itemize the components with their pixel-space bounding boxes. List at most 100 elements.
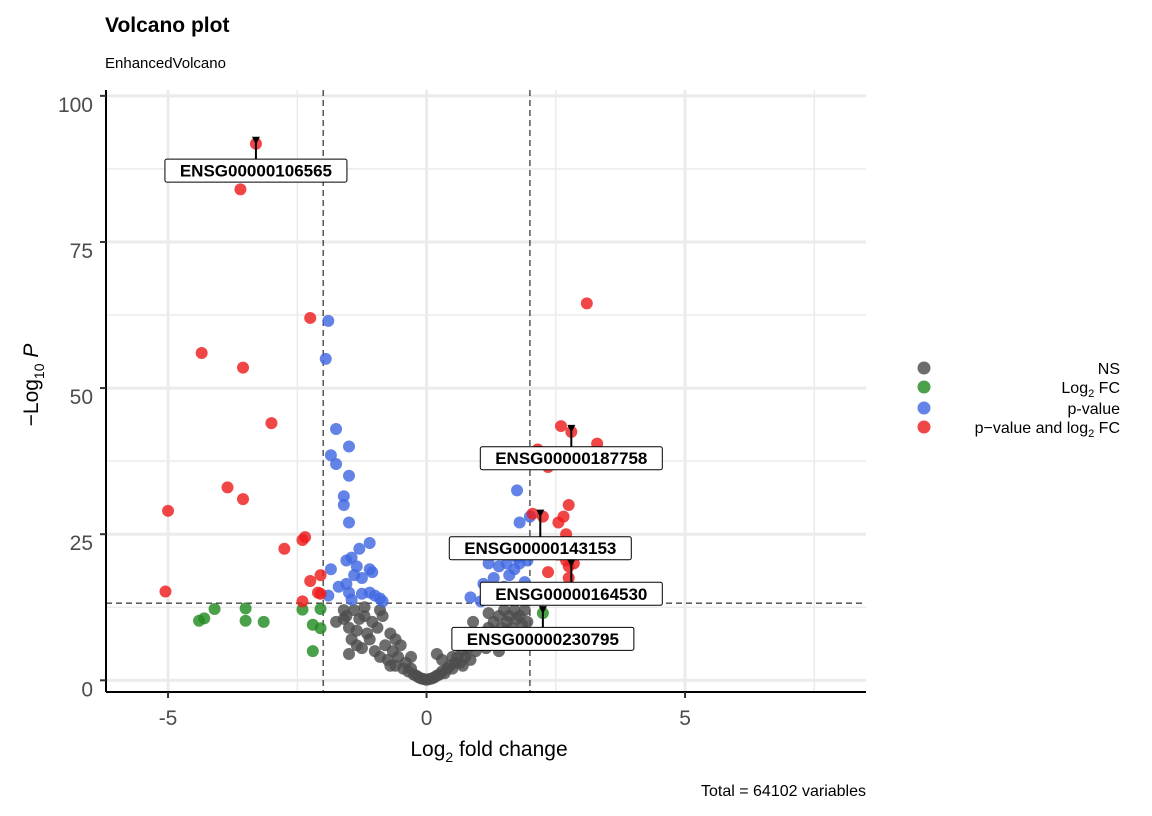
legend-label: p−value and log2 FC: [975, 420, 1120, 440]
data-point: [342, 440, 355, 453]
legend: NS Log2 FCp-value p−value and log2 FC: [917, 361, 1121, 440]
gene-label: ENSG00000106565: [164, 136, 348, 183]
legend-label: Log2 FC: [1061, 380, 1120, 400]
gene-label: ENSG00000143153: [448, 509, 632, 561]
data-point: [371, 621, 384, 634]
data-point: [526, 507, 539, 520]
chart-subtitle: EnhancedVolcano: [105, 55, 226, 72]
data-point: [503, 569, 516, 582]
data-point: [348, 604, 361, 617]
label-box: [479, 581, 663, 606]
data-point: [337, 498, 350, 511]
legend-label: p-value: [1068, 401, 1121, 418]
data-point: [239, 614, 252, 627]
gene-label: ENSG00000230795: [451, 606, 635, 651]
data-point: [562, 498, 575, 511]
data-point: [366, 566, 379, 579]
legend-key-3: [917, 420, 931, 434]
legend-label: NS: [1098, 361, 1120, 378]
y-tick-label: 0: [81, 678, 93, 701]
label-text: ENSG00000143153: [464, 539, 616, 558]
data-point: [405, 650, 418, 663]
legend-item: Log2 FC: [917, 380, 1120, 400]
data-point: [304, 574, 317, 587]
label-box: [164, 158, 348, 183]
data-point: [436, 653, 449, 666]
gene-label: ENSG00000187758: [479, 424, 663, 471]
data-point: [368, 589, 381, 602]
x-tick-label: 0: [421, 707, 433, 730]
data-point: [464, 591, 477, 604]
label-text: ENSG00000106565: [180, 162, 332, 181]
label-arrow-icon: [538, 606, 547, 615]
label-box: [479, 446, 663, 471]
data-point: [513, 516, 526, 529]
chart-title: Volcano plot: [105, 14, 229, 37]
x-axis-title: Log2 fold change: [410, 738, 567, 765]
label-arrow-icon: [567, 559, 576, 568]
data-point: [482, 607, 495, 620]
data-points: [159, 137, 604, 686]
data-point: [314, 603, 327, 616]
data-point: [467, 615, 480, 628]
data-point: [299, 531, 312, 544]
x-tick-label: 5: [679, 707, 691, 730]
x-tick-label: -5: [159, 707, 178, 730]
data-point: [554, 420, 567, 433]
data-point: [319, 352, 332, 365]
legend-key-0: [917, 361, 931, 375]
data-point: [314, 622, 327, 635]
data-point: [350, 624, 363, 637]
data-point: [162, 504, 175, 517]
gene-labels: ENSG00000106565 ENSG00000187758 ENSG000001…: [164, 136, 663, 651]
data-point: [456, 659, 469, 672]
gene-label: ENSG00000164530: [479, 559, 663, 606]
data-point: [324, 449, 337, 462]
chart-caption: Total = 64102 variables: [701, 783, 866, 800]
data-point: [353, 542, 366, 555]
label-arrow-icon: [567, 424, 576, 433]
data-point: [389, 633, 402, 646]
data-point: [350, 639, 363, 652]
y-axis-title: −Log10 P: [20, 344, 47, 427]
data-point: [278, 542, 291, 555]
legend-item: p-value: [917, 401, 1121, 418]
y-tick-label: 100: [58, 94, 93, 117]
data-point: [314, 569, 327, 582]
label-text: ENSG00000164530: [495, 585, 647, 604]
data-point: [198, 612, 211, 625]
data-point: [257, 615, 270, 628]
label-arrow-icon: [536, 509, 545, 518]
data-point: [237, 493, 250, 506]
legend-item: p−value and log2 FC: [917, 420, 1120, 440]
data-point: [363, 633, 376, 646]
data-point: [384, 659, 397, 672]
legend-key-1: [917, 380, 931, 394]
data-point: [306, 645, 319, 658]
data-point: [330, 615, 343, 628]
data-point: [348, 569, 361, 582]
data-point: [296, 595, 309, 608]
data-point: [552, 516, 565, 529]
y-tick-label: 75: [70, 240, 93, 263]
data-point: [342, 469, 355, 482]
data-point: [337, 604, 350, 617]
data-point: [342, 648, 355, 661]
data-point: [345, 593, 358, 606]
data-point: [330, 422, 343, 435]
data-point: [159, 585, 172, 598]
data-point: [580, 297, 593, 310]
data-point: [239, 602, 252, 615]
data-point: [208, 603, 221, 616]
data-point: [304, 311, 317, 324]
label-box: [451, 626, 635, 651]
data-point: [234, 183, 247, 196]
data-point: [311, 586, 324, 599]
legend-key-2: [917, 401, 931, 415]
legend-item: NS: [917, 361, 1120, 378]
data-point: [542, 566, 555, 579]
data-point: [363, 536, 376, 549]
data-point: [265, 417, 278, 430]
